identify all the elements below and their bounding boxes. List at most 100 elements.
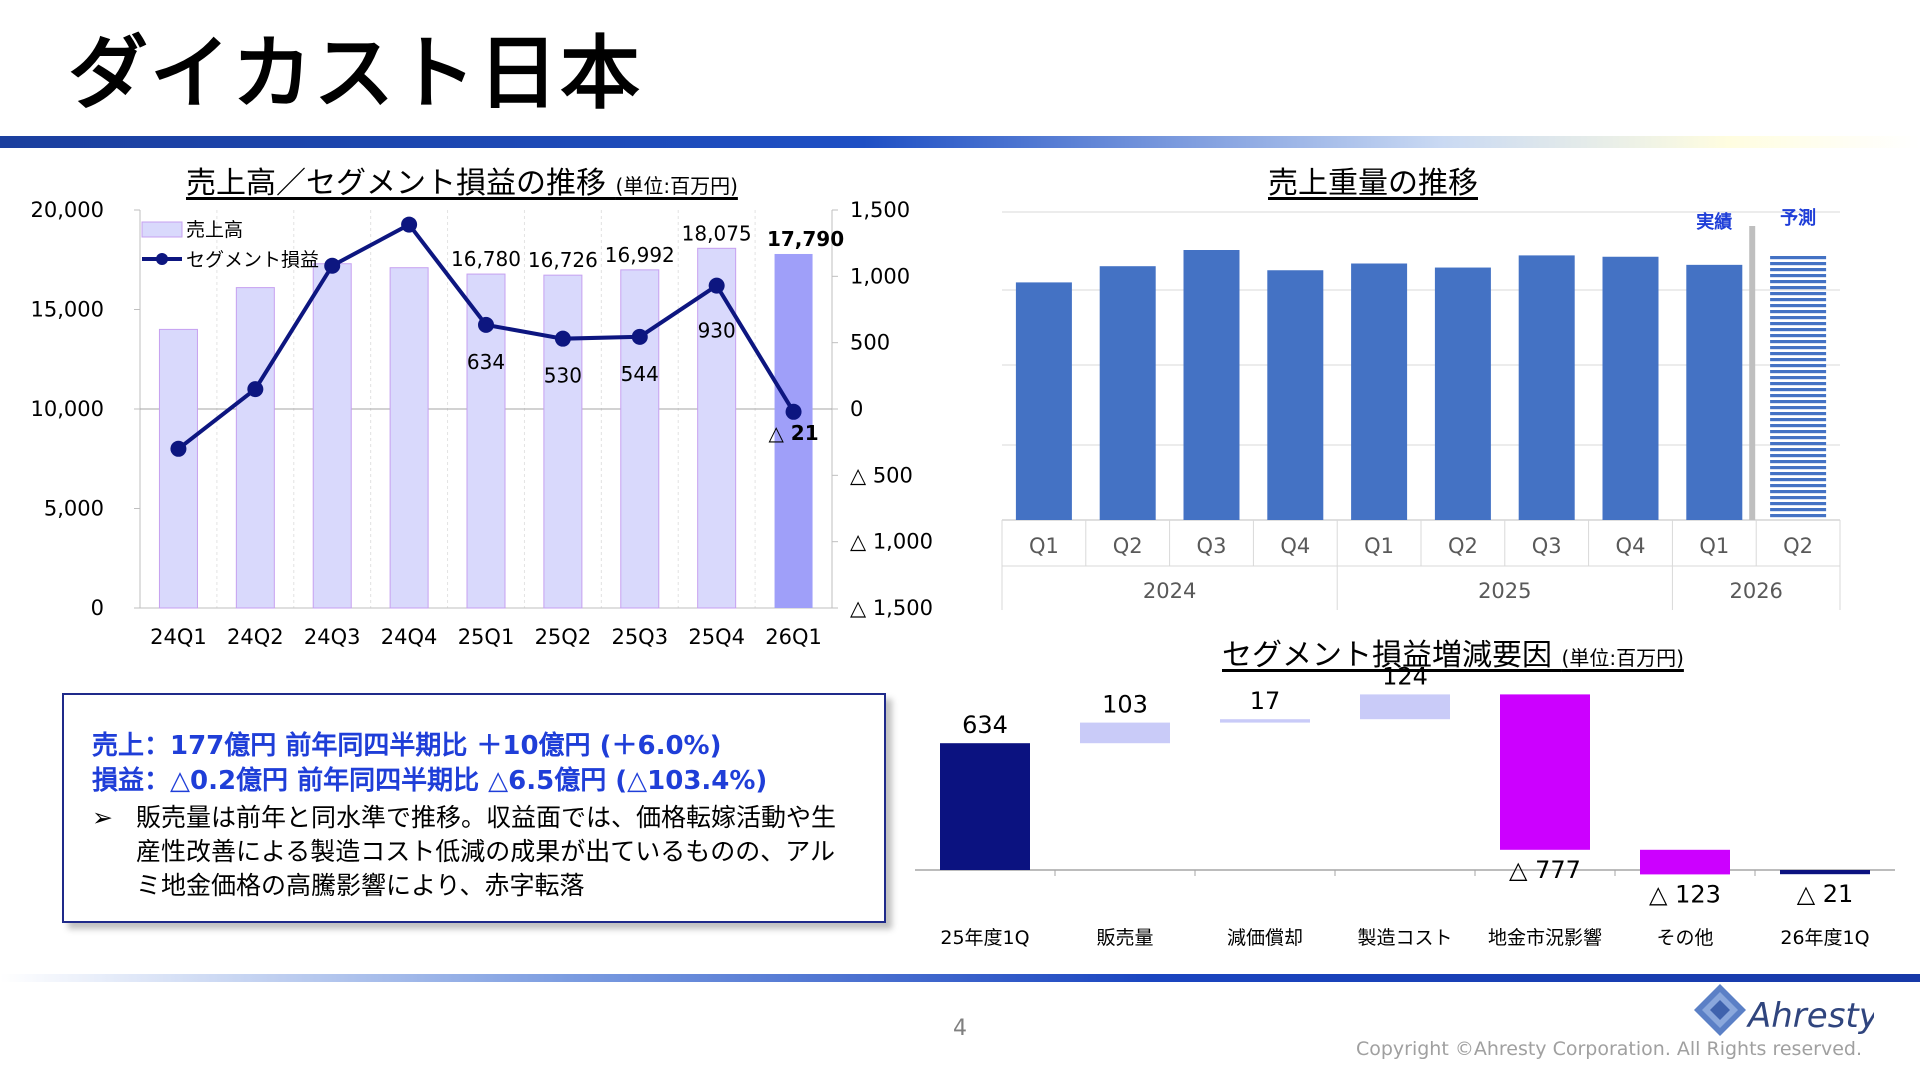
year-label: 2026 [1729,579,1782,603]
sales-bar [158,328,198,609]
sales-bar [697,247,737,609]
increase-bar [1220,719,1310,723]
weight-bar [1015,282,1072,520]
right-tick-label: 500 [850,331,890,355]
factor-category-label: 販売量 [1096,927,1153,949]
right-tick-label: 1,000 [850,264,910,288]
profit-point [401,216,418,233]
profit-point [324,257,341,274]
weight-bar [1267,270,1324,520]
year-label: 2024 [1143,579,1196,603]
logo-diamond-icon [1694,984,1746,1036]
sales-data-label: 16,780 [451,247,521,271]
profit-data-label: 544 [621,362,659,386]
weight-bar [1518,255,1575,520]
factor-title-text: セグメント損益増減要因 [1222,638,1552,673]
profit-point [170,440,187,457]
forecast-label: 予測 [1780,207,1816,229]
forecast-weight-bar [1770,255,1827,520]
factor-data-label: 634 [962,711,1008,739]
quarter-label: Q2 [1448,534,1478,558]
summary-bullet: ➢ 販売量は前年と同水準で推移。収益面では、価格転嫁活動や生産性改善による製造コ… [92,801,856,903]
page-title: ダイカスト日本 [68,27,642,120]
quarter-label: Q3 [1197,534,1227,558]
factor-data-label: 124 [1382,662,1428,690]
sales-profit-chart-title: 売上高／セグメント損益の推移 (単位:百万円) [186,158,738,202]
sales-data-label: 18,075 [682,221,752,245]
quarter-label: Q1 [1699,534,1729,558]
profit-data-label: △ 21 [768,421,818,445]
increase-bar [1080,722,1170,744]
sales-summary-line: 売上：177億円 前年同四半期比 ＋10億円 (＋6.0%) [92,731,722,761]
factor-category-label: 地金市況影響 [1488,927,1602,949]
sales-bar [543,274,583,609]
header-rule [0,136,1920,148]
decrease-bar [1500,694,1590,850]
factor-data-label: △ 21 [1797,880,1854,908]
category-label: 24Q2 [227,625,284,649]
factor-category-label: 26年度1Q [1780,927,1869,949]
sales-data-label: 17,790 [767,227,844,251]
left-tick-label: 15,000 [31,298,104,322]
left-tick-label: 10,000 [31,397,104,421]
factor-unit-label: (単位:百万円) [1561,646,1684,670]
sales-bar [389,267,429,609]
quarter-label: Q3 [1532,534,1562,558]
sales-data-label: 16,726 [528,248,598,272]
sales-profit-title-text: 売上高／セグメント損益の推移 [186,166,606,201]
weight-bar [1686,264,1743,520]
factor-chart-title: セグメント損益増減要因 (単位:百万円) [1222,630,1684,674]
page-number: 4 [953,1016,967,1041]
category-label: 26Q1 [765,625,822,649]
category-label: 25Q3 [611,625,668,649]
logo-text: Ahresty [1746,996,1874,1036]
sales-bar [235,287,275,609]
weight-bar [1434,267,1491,520]
factor-chart: 634 25年度1Q 103 販売量 17 減価償却 124 製造コスト △ 777 地金市況影響… [915,662,1895,949]
bullet-arrow-icon: ➢ [92,803,113,832]
factor-data-label: △ 123 [1649,880,1721,908]
profit-point [785,403,802,420]
profit-point [631,328,648,345]
increase-bar [1360,694,1450,720]
category-label: 25Q1 [458,625,515,649]
left-tick-label: 0 [91,596,104,620]
sales-bar [620,269,660,609]
sales-bar [312,263,352,609]
weight-bar [1351,263,1408,520]
total-bar [1780,870,1870,875]
weight-bar [1183,250,1240,520]
profit-data-label: 634 [467,350,505,374]
footer-rule [0,974,1920,982]
summary-box: 売上：177億円 前年同四半期比 ＋10億円 (＋6.0%) 損益：△0.2億円… [62,693,886,923]
weight-chart-title: 売上重量の推移 [1268,166,1478,201]
factor-category-label: その他 [1656,927,1713,949]
legend-sales-swatch [141,221,183,238]
summary-bullet-text: 販売量は前年と同水準で推移。収益面では、価格転嫁活動や生産性改善による製造コスト… [136,803,837,900]
quarter-label: Q4 [1616,534,1646,558]
sales-data-label: 16,992 [605,243,675,267]
category-label: 25Q4 [688,625,745,649]
weight-bar [1099,266,1156,520]
quarter-label: Q1 [1029,534,1059,558]
total-bar [940,743,1030,870]
category-label: 24Q3 [304,625,361,649]
sales-profit-unit-label: (単位:百万円) [615,174,738,198]
ahresty-logo: Ahresty [1694,984,1874,1036]
factor-category-label: 25年度1Q [940,927,1029,949]
profit-summary-line: 損益：△0.2億円 前年同四半期比 △6.5億円 (△103.4%) [92,766,768,796]
copyright: Copyright ©Ahresty Corporation. All Righ… [1355,1038,1862,1060]
left-tick-label: 5,000 [44,497,104,521]
legend-profit-label: セグメント損益 [186,249,319,271]
factor-data-label: △ 777 [1509,856,1581,884]
sales-profit-chart: 0 5,000 10,000 15,000 20,000 △ 1,500 △ 1,000 △ … [31,198,933,649]
category-label: 25Q2 [535,625,592,649]
right-tick-label: △ 1,000 [850,530,933,554]
right-tick-label: 0 [850,397,863,421]
right-tick-label: △ 1,500 [850,596,933,620]
category-label: 24Q1 [150,625,207,649]
factor-data-label: 103 [1102,691,1148,719]
profit-data-label: 530 [544,364,582,388]
profit-point [554,330,571,347]
